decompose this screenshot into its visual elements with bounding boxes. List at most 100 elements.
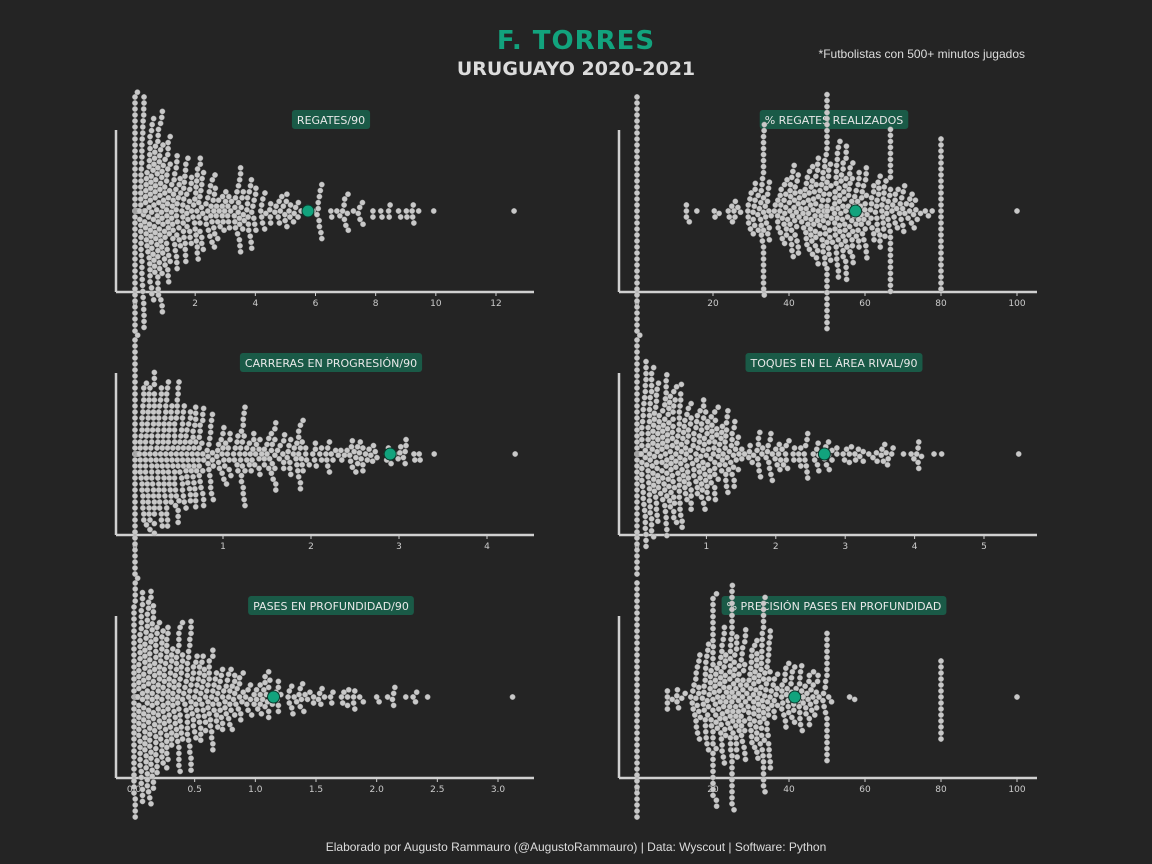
player-point bbox=[184, 731, 191, 738]
player-point bbox=[176, 439, 183, 445]
player-point bbox=[228, 666, 234, 673]
player-point bbox=[649, 463, 656, 469]
player-point bbox=[634, 208, 640, 214]
player-point bbox=[163, 457, 170, 463]
player-point bbox=[162, 499, 169, 505]
player-point bbox=[647, 394, 654, 401]
player-point bbox=[756, 205, 763, 212]
player-point bbox=[209, 701, 216, 708]
player-point bbox=[832, 194, 838, 201]
player-point bbox=[662, 451, 669, 457]
player-point bbox=[178, 427, 185, 433]
credits-footer: Elaborado por Augusto Rammauro (@Augusto… bbox=[325, 840, 827, 854]
player-point bbox=[151, 672, 158, 679]
player-point bbox=[377, 208, 384, 214]
x-tick-label: 12 bbox=[490, 299, 501, 309]
player-point bbox=[132, 238, 138, 244]
player-point bbox=[187, 497, 194, 504]
player-point bbox=[203, 688, 210, 694]
player-point bbox=[824, 97, 830, 104]
player-point bbox=[291, 694, 298, 700]
panel-title: CARRERAS EN PROGRESIÓN/90 bbox=[245, 357, 417, 370]
player-point bbox=[132, 463, 138, 469]
player-point bbox=[663, 493, 670, 499]
player-point bbox=[132, 445, 138, 451]
player-point bbox=[152, 235, 159, 242]
player-point bbox=[741, 727, 748, 734]
player-point bbox=[846, 186, 853, 193]
player-point bbox=[675, 704, 682, 711]
player-point bbox=[914, 216, 921, 223]
player-point bbox=[387, 202, 394, 208]
player-point bbox=[147, 133, 153, 140]
player-point bbox=[750, 216, 757, 223]
player-point bbox=[860, 236, 867, 243]
player-point bbox=[201, 666, 208, 673]
player-point bbox=[182, 173, 188, 180]
player-point bbox=[316, 193, 323, 200]
player-point bbox=[132, 106, 138, 112]
player-point bbox=[646, 451, 653, 457]
player-point bbox=[186, 485, 193, 492]
player-point bbox=[183, 467, 189, 474]
player-point bbox=[706, 473, 713, 480]
player-point bbox=[166, 475, 173, 481]
player-point bbox=[354, 460, 361, 467]
player-point bbox=[197, 690, 204, 697]
player-point bbox=[140, 716, 147, 723]
player-point bbox=[162, 726, 169, 733]
player-point bbox=[764, 230, 771, 237]
player-point bbox=[159, 168, 165, 175]
player-point bbox=[326, 439, 333, 445]
player-point bbox=[137, 637, 143, 644]
player-point bbox=[277, 442, 284, 449]
player-point bbox=[177, 433, 184, 439]
player-point bbox=[163, 240, 170, 247]
player-point bbox=[147, 272, 153, 279]
player-point bbox=[856, 453, 863, 460]
player-point bbox=[752, 668, 758, 675]
player-point bbox=[781, 221, 787, 228]
player-point bbox=[889, 208, 895, 214]
player-point bbox=[178, 670, 185, 676]
player-point bbox=[192, 734, 199, 741]
player-point bbox=[410, 220, 417, 226]
player-point bbox=[753, 662, 760, 669]
player-point bbox=[143, 758, 150, 765]
player-point bbox=[668, 460, 674, 467]
player-point bbox=[654, 436, 661, 443]
player-point bbox=[685, 475, 692, 481]
player-point bbox=[139, 696, 146, 703]
player-point bbox=[802, 229, 809, 236]
player-point bbox=[787, 187, 794, 194]
player-point bbox=[634, 499, 640, 505]
player-point bbox=[837, 210, 844, 217]
x-tick-label: 80 bbox=[935, 785, 947, 795]
player-point bbox=[188, 208, 195, 214]
player-point bbox=[887, 144, 894, 151]
player-point bbox=[161, 678, 168, 685]
player-point bbox=[147, 266, 153, 273]
player-point bbox=[183, 505, 189, 511]
player-point bbox=[134, 89, 141, 96]
player-point bbox=[814, 247, 821, 254]
player-point bbox=[893, 205, 900, 212]
player-point bbox=[725, 407, 731, 414]
player-point bbox=[634, 280, 640, 286]
player-point bbox=[247, 182, 254, 189]
player-point bbox=[132, 148, 138, 154]
player-point bbox=[704, 712, 711, 718]
player-point bbox=[201, 713, 208, 720]
player-point bbox=[179, 481, 186, 487]
player-point bbox=[721, 664, 727, 670]
player-point bbox=[140, 511, 147, 517]
player-point bbox=[209, 740, 216, 747]
player-point bbox=[777, 466, 783, 473]
player-point bbox=[152, 745, 159, 752]
player-point bbox=[766, 752, 773, 759]
player-point bbox=[752, 186, 759, 193]
player-point bbox=[870, 454, 876, 461]
player-point bbox=[765, 459, 772, 466]
player-point bbox=[678, 695, 685, 702]
player-point bbox=[741, 638, 748, 645]
